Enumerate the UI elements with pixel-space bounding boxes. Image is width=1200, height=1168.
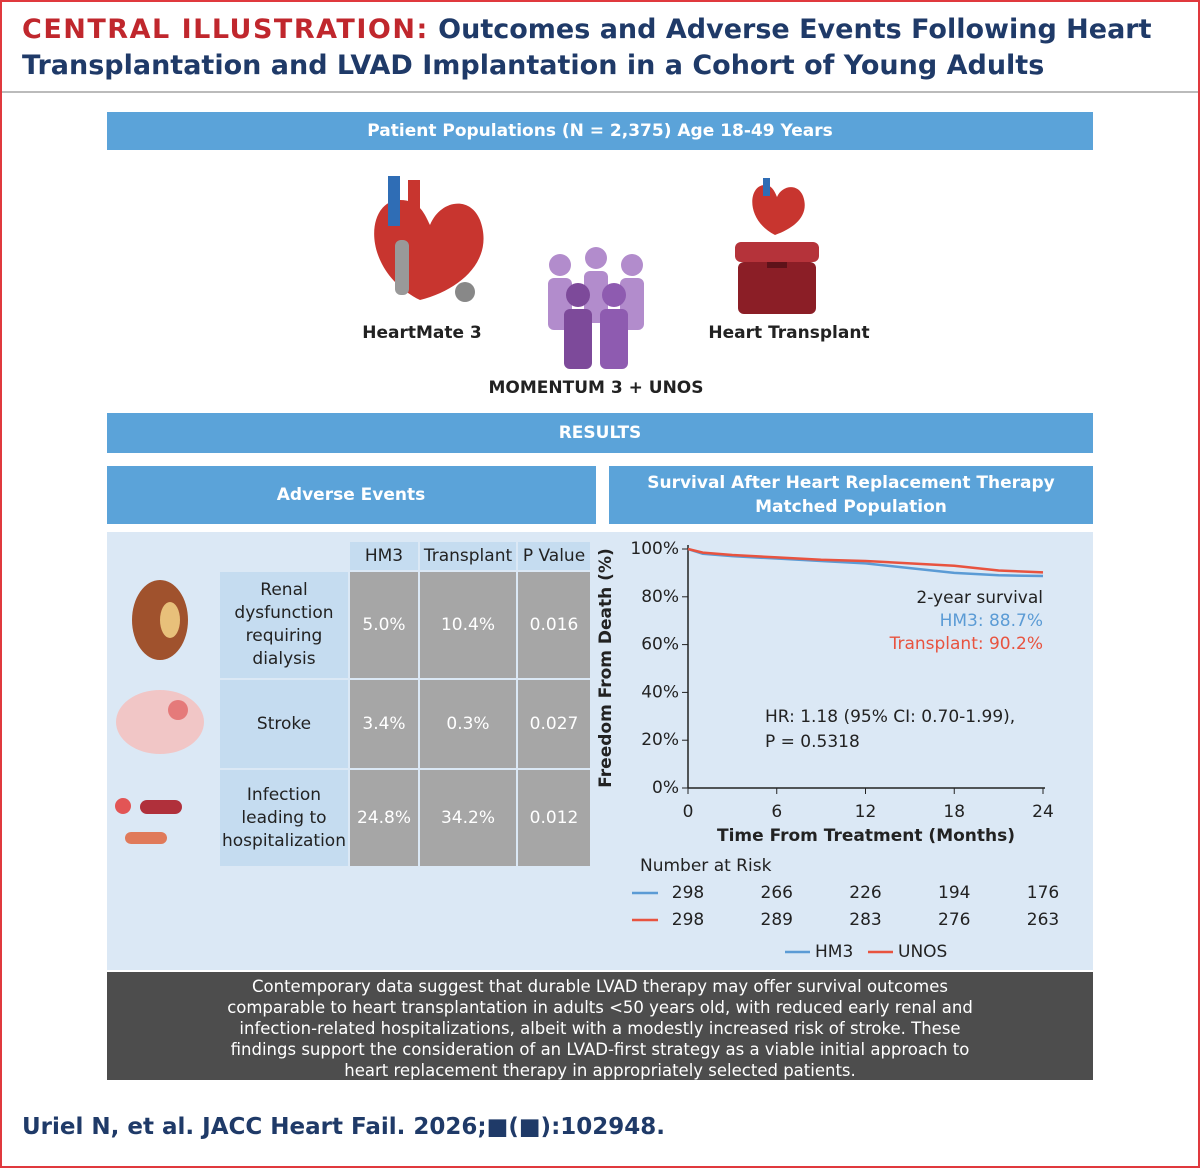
brain-icon: [116, 690, 204, 754]
adverse-events-table: HM3 Transplant P Value Renal dysfunction…: [218, 540, 592, 868]
risk-count: 289: [761, 910, 793, 930]
x-tick-label: 24: [1032, 802, 1054, 822]
table-cell: 5.0%: [350, 572, 418, 678]
table-cell: 10.4%: [420, 572, 516, 678]
chart-title: Survival After Heart Replacement Therapy: [647, 473, 1055, 493]
y-tick-label: 40%: [641, 682, 679, 702]
adverse-events-bar: [107, 466, 596, 524]
column-header: HM3: [350, 542, 418, 570]
column-header: Transplant: [420, 542, 516, 570]
population-label: HeartMate 3: [362, 323, 482, 343]
table-row: Stroke 3.4% 0.3% 0.027: [220, 680, 590, 768]
bacteria-icon: [115, 798, 182, 844]
table-body: Renal dysfunction requiring dialysis 5.0%…: [220, 572, 590, 866]
y-tick-label: 20%: [641, 730, 679, 750]
table-cell: 3.4%: [350, 680, 418, 768]
risk-count: 176: [1027, 883, 1059, 903]
survival-bar: [609, 466, 1093, 524]
header: CENTRAL ILLUSTRATION: Outcomes and Adver…: [22, 12, 1182, 84]
adverse-events-title: Adverse Events: [277, 485, 425, 505]
lvad-heart-icon: [374, 176, 484, 302]
table-header: HM3 Transplant P Value: [220, 542, 590, 570]
legend-label: HM3: [815, 942, 853, 962]
risk-count: 276: [938, 910, 970, 930]
header-title: Outcomes and Adverse Events Following He…: [22, 14, 1152, 81]
table-cell: 0.3%: [420, 680, 516, 768]
x-tick-label: 6: [771, 802, 782, 822]
table-row: Infection leading to hospitalization 24.8…: [220, 770, 590, 866]
results-bar: [107, 413, 1093, 453]
survival-line: [687, 547, 1044, 574]
kidney-icon: [132, 580, 188, 660]
table-cell: 0.016: [518, 572, 590, 678]
legend-label: UNOS: [898, 942, 947, 962]
populations-bar: [107, 112, 1093, 150]
risk-count: 194: [938, 883, 970, 903]
risk-count: 266: [761, 883, 793, 903]
row-label: Infection leading to hospitalization: [220, 770, 348, 866]
table-cell: 24.8%: [350, 770, 418, 866]
table-cell: 0.027: [518, 680, 590, 768]
conclusion: Contemporary data suggest that durable L…: [107, 972, 1093, 1080]
annotation: P = 0.5318: [765, 732, 860, 752]
row-label: Stroke: [220, 680, 348, 768]
header-label: CENTRAL ILLUSTRATION:: [22, 14, 429, 45]
x-tick-label: 18: [943, 802, 965, 822]
corner: [220, 542, 348, 570]
annotation: HM3: 88.7%: [940, 611, 1043, 631]
x-axis-label: Time From Treatment (Months): [717, 826, 1015, 846]
table-cell: 34.2%: [420, 770, 516, 866]
x-tick-label: 0: [683, 802, 694, 822]
y-tick-label: 0%: [652, 778, 679, 798]
annotation: HR: 1.18 (95% CI: 0.70-1.99),: [765, 707, 1015, 727]
risk-count: 298: [672, 883, 704, 903]
risk-count: 263: [1027, 910, 1059, 930]
risk-count: 283: [849, 910, 881, 930]
population-label: Heart Transplant: [708, 323, 869, 343]
risk-count: 226: [849, 883, 881, 903]
annotation: 2-year survival: [916, 588, 1043, 608]
column-header: P Value: [518, 542, 590, 570]
y-axis-label: Freedom From Death (%): [596, 548, 616, 788]
table-cell: 0.012: [518, 770, 590, 866]
chart-subtitle: Matched Population: [755, 497, 947, 517]
y-tick-label: 80%: [641, 587, 679, 607]
transplant-icon: [735, 178, 819, 314]
table-row: Renal dysfunction requiring dialysis 5.0%…: [220, 572, 590, 678]
population-label: MOMENTUM 3 + UNOS: [489, 378, 704, 398]
y-tick-label: 100%: [630, 539, 679, 559]
populations-title: Patient Populations (N = 2,375) Age 18-4…: [367, 121, 832, 141]
risk-count: 298: [672, 910, 704, 930]
citation: Uriel N, et al. JACC Heart Fail. 2026;■(…: [22, 1114, 666, 1140]
y-tick-label: 60%: [641, 635, 679, 655]
people-icon: [548, 247, 644, 369]
x-tick-label: 12: [855, 802, 877, 822]
row-label: Renal dysfunction requiring dialysis: [220, 572, 348, 678]
risk-title: Number at Risk: [640, 856, 772, 876]
results-title: RESULTS: [559, 423, 642, 443]
annotation: Transplant: 90.2%: [889, 634, 1043, 654]
